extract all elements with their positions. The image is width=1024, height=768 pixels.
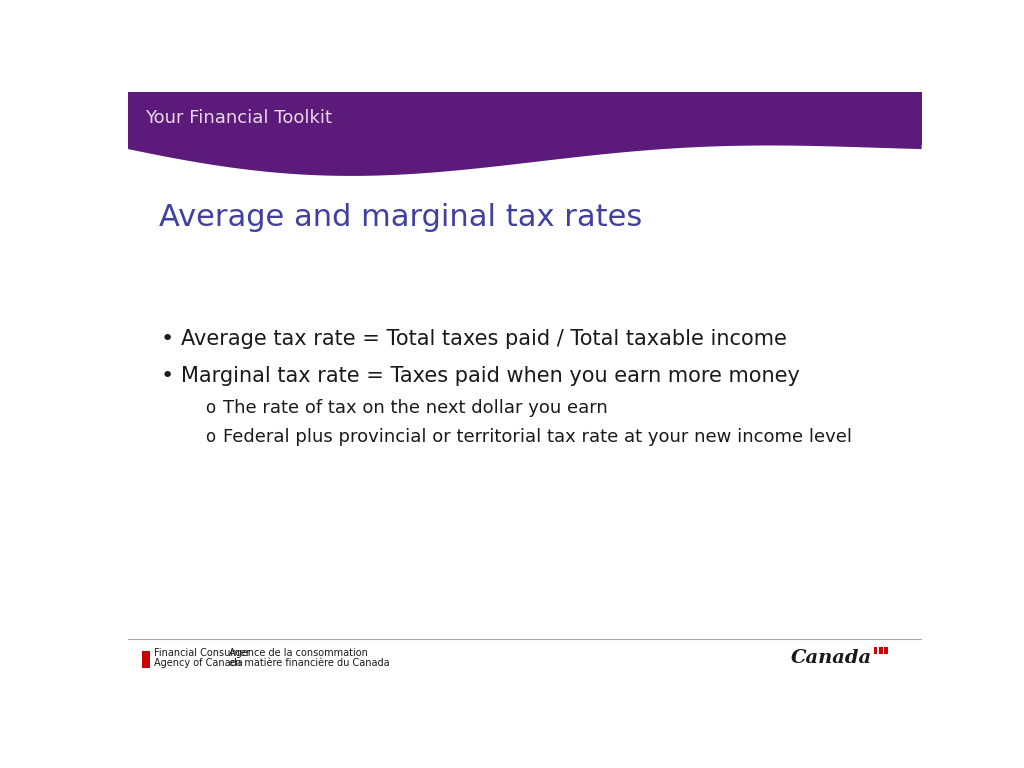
- Bar: [142, 651, 150, 668]
- Bar: [873, 647, 878, 654]
- Text: Federal plus provincial or territorial tax rate at your new income level: Federal plus provincial or territorial t…: [222, 428, 852, 446]
- Text: Average and marginal tax rates: Average and marginal tax rates: [159, 204, 642, 232]
- Text: en matière financière du Canada: en matière financière du Canada: [228, 657, 389, 667]
- Text: Marginal tax rate = Taxes paid when you earn more money: Marginal tax rate = Taxes paid when you …: [180, 366, 800, 386]
- Text: Agence de la consommation: Agence de la consommation: [228, 647, 368, 657]
- Bar: [885, 647, 888, 654]
- Bar: [128, 92, 922, 144]
- Text: Financial Consumer: Financial Consumer: [155, 647, 250, 657]
- Text: •: •: [161, 329, 174, 349]
- Text: •: •: [161, 366, 174, 386]
- Text: The rate of tax on the next dollar you earn: The rate of tax on the next dollar you e…: [222, 399, 607, 417]
- Text: Average tax rate = Total taxes paid / Total taxable income: Average tax rate = Total taxes paid / To…: [180, 329, 786, 349]
- Text: o: o: [206, 399, 216, 417]
- Polygon shape: [128, 144, 922, 176]
- Text: Canada: Canada: [791, 649, 872, 667]
- Text: Your Financial Toolkit: Your Financial Toolkit: [145, 108, 332, 127]
- Text: Agency of Canada: Agency of Canada: [155, 657, 243, 667]
- Bar: [879, 647, 883, 654]
- Text: o: o: [206, 428, 216, 446]
